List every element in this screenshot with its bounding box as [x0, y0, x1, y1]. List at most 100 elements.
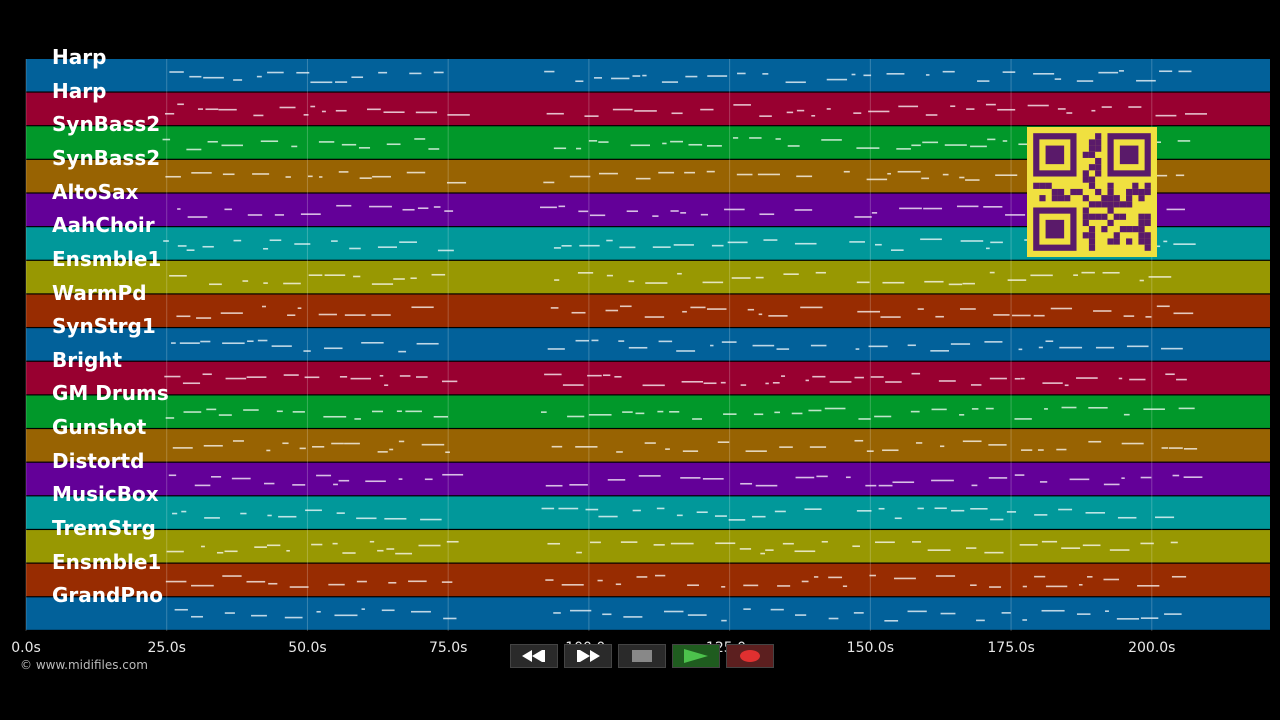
note-mark — [318, 141, 335, 143]
note-mark — [319, 176, 323, 178]
note-mark — [727, 241, 748, 244]
note-mark — [723, 413, 737, 415]
note-mark — [638, 475, 661, 477]
fast-forward-button[interactable] — [564, 644, 612, 668]
note-mark — [283, 282, 301, 285]
note-mark — [706, 145, 722, 147]
note-mark — [588, 414, 612, 416]
note-mark — [842, 585, 848, 588]
note-mark — [378, 71, 388, 74]
note-mark — [356, 517, 377, 520]
note-mark — [634, 110, 657, 112]
note-mark — [854, 439, 864, 442]
note-mark — [377, 549, 384, 552]
note-mark — [911, 541, 922, 543]
note-mark — [1163, 240, 1168, 243]
note-mark — [396, 410, 402, 413]
note-mark — [917, 308, 924, 310]
note-mark — [795, 476, 815, 479]
note-mark — [225, 377, 247, 380]
note-mark — [897, 170, 921, 173]
rewind-button[interactable] — [510, 644, 558, 668]
note-mark — [965, 179, 980, 181]
note-mark — [598, 141, 609, 143]
note-mark — [562, 384, 584, 386]
track-label: MusicBox — [52, 482, 159, 507]
note-mark — [206, 408, 217, 411]
stop-icon — [632, 650, 652, 662]
note-mark — [966, 547, 977, 549]
qr-module — [1088, 182, 1096, 189]
note-mark — [384, 517, 407, 520]
note-mark — [268, 582, 278, 585]
note-mark — [331, 240, 338, 242]
note-mark — [896, 148, 911, 150]
track-band — [26, 395, 1270, 428]
note-mark — [871, 212, 878, 214]
note-mark — [312, 445, 325, 448]
note-mark — [826, 108, 831, 110]
note-mark — [558, 507, 579, 510]
note-mark — [855, 348, 860, 350]
qr-module — [1101, 226, 1108, 233]
note-mark — [1176, 378, 1187, 381]
note-mark — [635, 177, 651, 180]
note-mark — [828, 576, 843, 579]
note-mark — [956, 205, 979, 208]
qr-module — [1144, 232, 1151, 239]
note-mark — [1128, 106, 1142, 108]
note-mark — [218, 108, 237, 111]
qr-module — [1144, 182, 1151, 189]
track-band — [26, 496, 1270, 529]
note-mark — [576, 147, 582, 150]
note-mark — [1076, 613, 1091, 615]
note-mark — [724, 208, 745, 211]
play-button[interactable] — [672, 644, 720, 668]
note-mark — [740, 482, 753, 485]
note-mark — [907, 344, 916, 347]
note-mark — [224, 612, 235, 614]
note-mark — [890, 249, 904, 251]
note-mark — [297, 307, 302, 310]
note-mark — [628, 280, 635, 283]
note-mark — [1140, 542, 1154, 545]
note-mark — [1012, 314, 1031, 317]
note-mark — [653, 544, 665, 546]
note-mark — [656, 507, 665, 510]
qr-module — [1088, 238, 1096, 245]
note-mark — [821, 540, 828, 543]
note-mark — [813, 576, 819, 578]
note-mark — [307, 175, 313, 178]
qr-module — [1095, 188, 1102, 196]
note-mark — [553, 612, 561, 614]
time-tick-label: 175.0s — [987, 640, 1035, 656]
qr-module — [1113, 238, 1120, 245]
note-mark — [561, 584, 584, 586]
note-mark — [620, 541, 638, 543]
note-mark — [1020, 377, 1025, 380]
note-mark — [878, 507, 885, 510]
note-mark — [809, 446, 827, 448]
note-mark — [545, 484, 563, 487]
note-mark — [922, 141, 939, 144]
note-mark — [984, 341, 1003, 343]
note-mark — [630, 144, 651, 147]
note-mark — [703, 382, 717, 385]
note-mark — [591, 339, 599, 342]
note-mark — [550, 307, 559, 309]
note-mark — [415, 376, 428, 378]
note-mark — [642, 384, 665, 387]
record-button[interactable] — [726, 644, 774, 668]
qr-module — [1051, 188, 1058, 196]
note-mark — [1091, 109, 1096, 112]
note-mark — [569, 484, 588, 486]
track-band — [26, 260, 1270, 294]
note-mark — [702, 281, 724, 284]
note-mark — [1178, 407, 1195, 410]
note-mark — [342, 552, 356, 554]
note-mark — [619, 305, 632, 308]
note-mark — [942, 70, 955, 73]
stop-button[interactable] — [618, 644, 666, 668]
note-mark — [166, 550, 184, 553]
